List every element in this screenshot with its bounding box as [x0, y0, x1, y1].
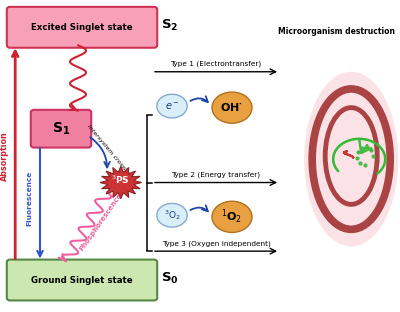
Text: Type 3 (Oxygen independent): Type 3 (Oxygen independent) [162, 241, 270, 247]
Polygon shape [100, 166, 142, 199]
Text: $^1$O$_2$: $^1$O$_2$ [222, 208, 242, 226]
Circle shape [157, 203, 187, 227]
Text: $\mathbf{S_1}$: $\mathbf{S_1}$ [52, 120, 70, 137]
FancyBboxPatch shape [7, 7, 157, 48]
Text: OH$\mathbf{^·}$: OH$\mathbf{^·}$ [220, 101, 244, 114]
Text: $^3$PS: $^3$PS [112, 173, 130, 186]
Circle shape [212, 201, 252, 232]
Text: Microorganism destruction: Microorganism destruction [278, 27, 394, 36]
Text: Type 2 (Energy transfer): Type 2 (Energy transfer) [172, 172, 260, 178]
Text: Intersystem crossing: Intersystem crossing [86, 124, 132, 177]
FancyBboxPatch shape [31, 110, 91, 148]
Text: Excited Singlet state: Excited Singlet state [31, 23, 133, 32]
Circle shape [212, 92, 252, 123]
Text: Absorption: Absorption [0, 131, 8, 181]
Text: $\mathbf{S_2}$: $\mathbf{S_2}$ [161, 18, 178, 33]
Circle shape [157, 94, 187, 118]
Ellipse shape [304, 72, 398, 246]
Text: Ground Singlet state: Ground Singlet state [31, 275, 133, 285]
Text: Phosphorescence: Phosphorescence [78, 192, 123, 251]
Text: Type 1 (Electrontransfer): Type 1 (Electrontransfer) [170, 61, 262, 67]
Text: Fluorescence: Fluorescence [26, 170, 33, 226]
FancyBboxPatch shape [7, 260, 157, 300]
Text: $^3$O$_2$: $^3$O$_2$ [164, 208, 180, 222]
Text: $e^-$: $e^-$ [164, 100, 180, 112]
Text: $\mathbf{S_0}$: $\mathbf{S_0}$ [161, 271, 179, 286]
